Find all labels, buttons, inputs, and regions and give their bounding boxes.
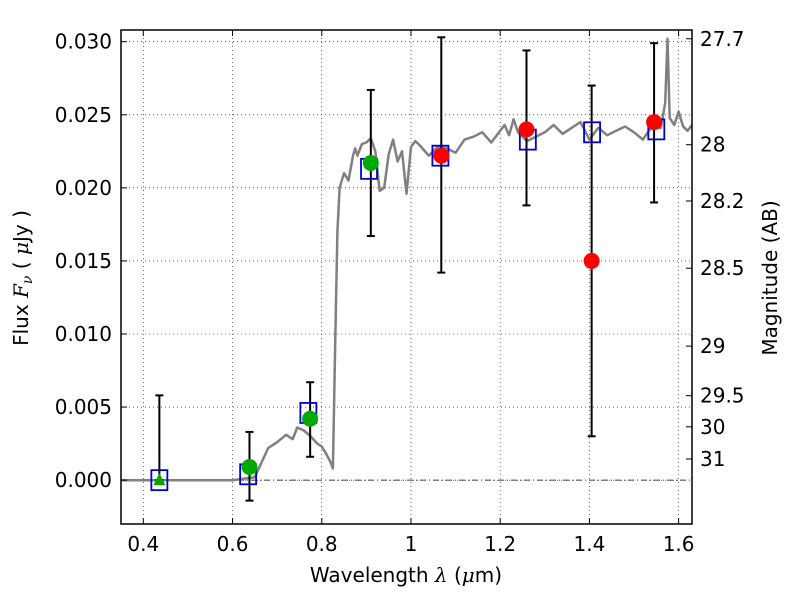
y-tick-label: 0.005 [55, 395, 112, 419]
y2-tick-label: 27.7 [700, 27, 745, 51]
observed-points [153, 114, 663, 486]
y2-tick-label: 28 [700, 133, 725, 157]
y2-tick-labels: 27.7 28 28.2 28.5 29 29.5 30 31 [700, 27, 745, 471]
observed-flux-point [433, 147, 450, 164]
observed-flux-point [518, 121, 535, 138]
observed-flux-point [241, 459, 258, 475]
y2-tick-label: 29 [700, 334, 725, 358]
y2-tick-label: 28.2 [700, 189, 745, 213]
y-tick-label: 0.020 [55, 176, 112, 200]
x-tick-label: 0.4 [127, 532, 159, 556]
y-tick-label: 0.015 [55, 249, 112, 273]
y-tick-label: 0.030 [55, 30, 112, 54]
y2-axis-title: Magnitude (AB) [758, 200, 782, 355]
observed-flux-point [362, 155, 379, 171]
x-axis-title: Wavelength λ (μm) [310, 563, 502, 587]
observed-upper-limit-triangle [153, 473, 166, 486]
y-tick-label: 0.025 [55, 103, 112, 127]
x-tick-label: 1 [405, 532, 418, 556]
y2-tick-label: 29.5 [700, 384, 745, 408]
x-tick-labels: 0.4 0.6 0.8 1 1.2 1.4 1.6 [127, 532, 694, 556]
model-spectrum-line [121, 37, 693, 482]
grid [121, 30, 692, 524]
y-tick-label: 0.000 [55, 468, 112, 492]
model-band-square [583, 121, 601, 144]
y-axis-title: Flux Fν ( μJy ) [9, 210, 36, 346]
observed-flux-point [302, 410, 319, 427]
x-tick-label: 1.2 [484, 532, 516, 556]
model-band-square [150, 469, 169, 492]
observed-flux-point [583, 252, 600, 269]
axis-ticks [121, 30, 692, 524]
x-tick-label: 0.6 [217, 532, 249, 556]
y-tick-label: 0.010 [55, 322, 112, 346]
model-spectrum [121, 37, 693, 482]
x-tick-label: 1.4 [573, 532, 605, 556]
y2-tick-label: 30 [700, 415, 725, 439]
error-bars [155, 36, 659, 502]
y-tick-labels: 0.000 0.005 0.010 0.015 0.020 0.025 0.030 [55, 30, 112, 492]
y2-tick-label: 31 [700, 447, 725, 471]
y2-tick-label: 28.5 [700, 256, 745, 280]
x-tick-label: 1.6 [663, 532, 695, 556]
x-tick-label: 0.8 [306, 532, 338, 556]
plot-frame [120, 29, 693, 525]
observed-flux-point [646, 114, 663, 131]
